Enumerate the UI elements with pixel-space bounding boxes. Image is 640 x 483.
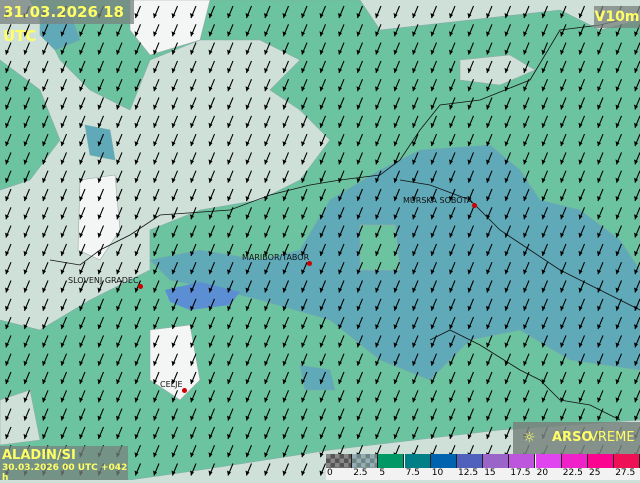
legend-tick: 15 xyxy=(484,468,496,478)
model-name: ALADIN/SI xyxy=(2,448,76,463)
valid-time-label: 31.03.2026 18 UTC xyxy=(0,0,134,45)
legend-tick: 7.5 xyxy=(405,468,420,478)
model-info: ALADIN/SI 30.03.2026 00 UTC +042 h xyxy=(0,446,128,483)
legend-swatch xyxy=(326,454,352,468)
legend-tick: 0 xyxy=(327,468,333,478)
model-run: 30.03.2026 00 UTC +042 h xyxy=(2,463,128,483)
city-marker xyxy=(472,203,477,208)
legend-swatch xyxy=(430,454,457,468)
city-marker xyxy=(182,388,187,393)
legend-swatch xyxy=(588,454,614,468)
legend-tick: 5 xyxy=(379,468,386,478)
color-legend: 0 2.5 5 7.5 10 12.5 15 17.5 20 22.5 25 27.5 xyxy=(326,454,640,480)
legend-swatch xyxy=(614,454,640,468)
city-label: MURSKA SOBOTA xyxy=(403,196,473,205)
city-marker xyxy=(307,261,312,266)
legend-tick: 22.5 xyxy=(562,468,583,478)
city-marker xyxy=(138,284,143,289)
legend-tick: 10 xyxy=(431,468,444,478)
variable-label: V10m xyxy=(594,6,640,28)
legend-tick: 25 xyxy=(589,468,601,478)
city-label: SLOVENJ GRADEC xyxy=(68,276,139,285)
legend-swatch xyxy=(561,454,588,468)
legend-swatch xyxy=(378,454,405,468)
legend-tick: 2.5 xyxy=(353,468,368,478)
city-label: CELJE xyxy=(160,380,183,389)
arrow-heads xyxy=(5,13,638,476)
legend-swatch xyxy=(404,454,431,468)
wind-speed-10-12.5-area xyxy=(165,282,240,310)
legend-swatch xyxy=(535,454,562,468)
weather-sun-icon: ☼ xyxy=(523,430,536,446)
city-label: MARIBOR/TABOR xyxy=(242,253,310,262)
legend-swatch xyxy=(509,454,536,468)
legend-swatch xyxy=(457,454,483,468)
legend-tick: 27.5 xyxy=(615,468,636,478)
arso-logo[interactable]: ☼ ARSO VREME xyxy=(513,422,640,454)
legend-swatch xyxy=(483,454,510,468)
legend-tick: 12.5 xyxy=(458,468,479,478)
legend-tick: 20 xyxy=(536,468,549,478)
calm-area xyxy=(0,0,536,446)
legend-tick: 17.5 xyxy=(510,468,531,478)
legend-swatch xyxy=(352,454,379,468)
